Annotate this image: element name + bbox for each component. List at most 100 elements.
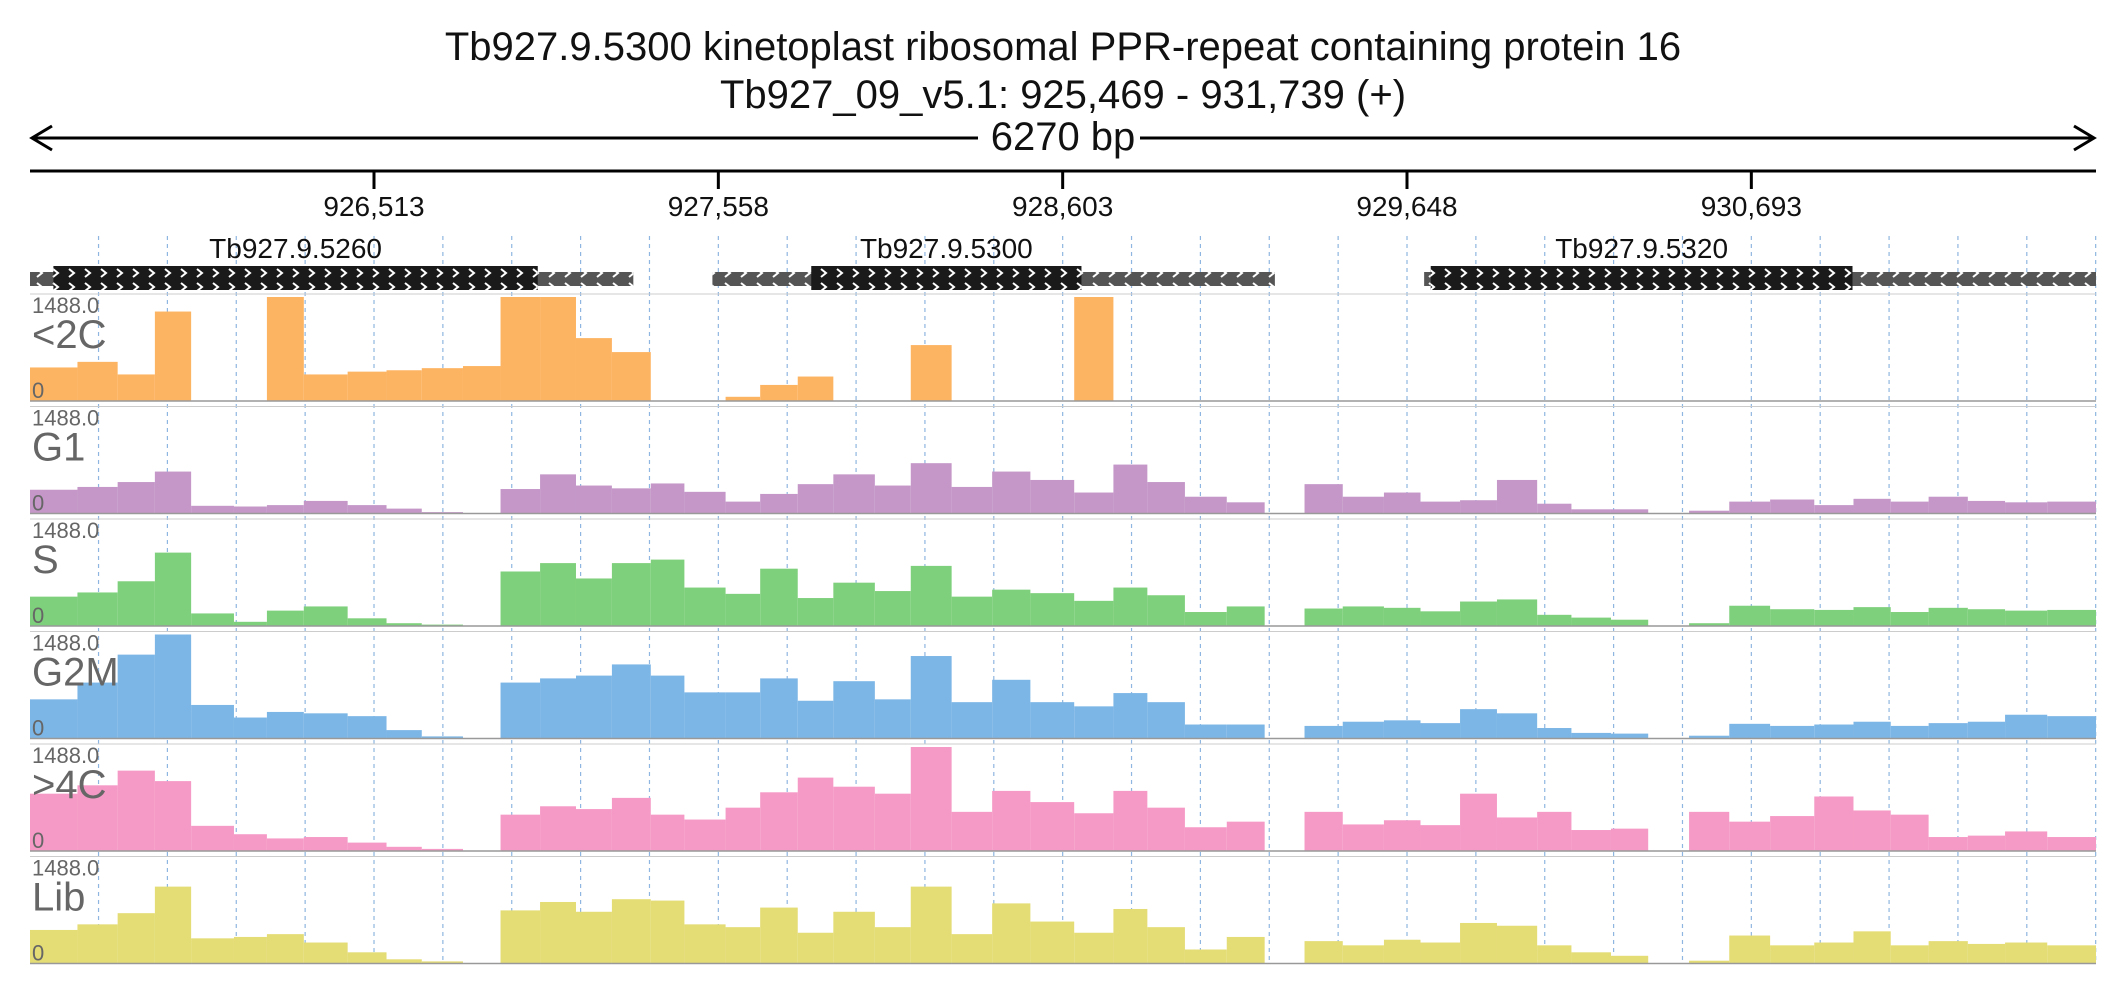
coverage-bar — [1814, 724, 1854, 739]
coverage-bar — [1226, 724, 1265, 739]
coverage-bar — [1967, 721, 2006, 739]
coverage-bar — [760, 792, 798, 851]
coverage-bar — [1571, 509, 1611, 514]
coverage-bar — [1814, 609, 1854, 626]
coverage-bar — [760, 568, 798, 626]
cds-strand-arrows — [811, 266, 1082, 290]
coverage-bar — [1890, 945, 1929, 964]
span-length-label: 6270 bp — [991, 115, 1136, 159]
coverage-bar — [575, 338, 612, 401]
coverage-bar — [1030, 802, 1075, 851]
coverage-bar — [1571, 732, 1611, 739]
coverage-bar — [2005, 502, 2048, 514]
coverage-bar — [540, 901, 576, 964]
coverage-bar — [1342, 496, 1384, 514]
coverage-bar — [1420, 942, 1461, 964]
coverage-bar — [833, 786, 875, 851]
coverage-bar — [650, 483, 685, 514]
coverage-bar — [1460, 922, 1497, 964]
track-name-label: G2M — [32, 651, 119, 695]
coverage-bar — [575, 675, 612, 739]
coverage-bar — [1729, 723, 1771, 739]
coverage-bar — [233, 834, 267, 851]
coverage-bar — [1113, 908, 1148, 964]
coverage-bar — [725, 396, 761, 401]
coverage-bar — [1460, 793, 1497, 851]
coverage-bar — [611, 899, 651, 964]
coverage-bar — [1770, 499, 1815, 514]
track-max-label: 1488.0 — [32, 406, 99, 431]
coverage-bar — [1147, 482, 1185, 514]
coverage-bar — [874, 927, 911, 964]
coverage-bar — [1689, 960, 1730, 964]
coverage-bar — [1226, 821, 1265, 851]
coverage-bar — [951, 811, 993, 851]
gene-label: Tb927.9.5320 — [1555, 233, 1728, 264]
coverage-bar — [1074, 813, 1114, 851]
coverage-bar — [303, 942, 348, 964]
coverage-bar — [1226, 606, 1265, 626]
track-min-label: 0 — [32, 828, 44, 853]
coverage-bar — [266, 711, 304, 739]
coverage-bar — [910, 463, 952, 514]
x-tick-label: 927,558 — [668, 191, 769, 222]
coverage-bar — [650, 675, 685, 739]
coverage-bar — [2005, 942, 2048, 964]
coverage-bar — [1729, 935, 1771, 964]
coverage-bar — [500, 571, 541, 626]
coverage-bar — [874, 793, 911, 851]
coverage-bar — [30, 699, 78, 739]
track-max-label: 1488.0 — [32, 631, 99, 656]
coverage-bar — [117, 654, 155, 739]
coverage-bar — [1113, 587, 1148, 626]
chart-subtitle: Tb927_09_v5.1: 925,469 - 931,739 (+) — [720, 73, 1406, 117]
coverage-bar — [303, 713, 348, 739]
coverage-bar — [910, 747, 952, 851]
coverage-bar — [117, 374, 155, 401]
coverage-bar — [874, 485, 911, 514]
coverage-bar — [684, 692, 726, 739]
coverage-bar — [1113, 790, 1148, 851]
coverage-bar — [951, 702, 993, 739]
coverage-bar — [266, 934, 304, 964]
coverage-bar — [650, 814, 685, 851]
coverage-bar — [1460, 709, 1497, 739]
coverage-bar — [386, 846, 422, 851]
coverage-bar — [191, 704, 234, 739]
coverage-bar — [1689, 623, 1730, 626]
coverage-bar — [684, 491, 726, 514]
coverage-bar — [1184, 949, 1227, 964]
coverage-bar — [1074, 706, 1114, 739]
coverage-bar — [30, 596, 78, 626]
coverage-bar — [1890, 612, 1929, 626]
coverage-bar — [1770, 816, 1815, 851]
coverage-bar — [540, 678, 576, 739]
coverage-bar — [2047, 501, 2096, 514]
coverage-bar — [1383, 607, 1421, 626]
coverage-bar — [1770, 945, 1815, 964]
coverage-bar — [992, 471, 1031, 514]
coverage-bar — [1496, 599, 1538, 626]
coverage-bar — [797, 484, 834, 514]
cds-strand-arrows — [53, 266, 538, 290]
coverage-bar — [1770, 609, 1815, 626]
track-5: 1488.0 0 Lib — [30, 856, 2096, 966]
coverage-bar — [303, 374, 348, 401]
coverage-bar — [266, 838, 304, 851]
span-arrow-left-icon — [29, 124, 53, 152]
coverage-bar — [760, 384, 798, 401]
coverage-bar — [1074, 297, 1114, 401]
coverage-bar — [910, 886, 952, 964]
coverage-bar — [910, 656, 952, 739]
coverage-bar — [1304, 484, 1343, 514]
coverage-bar — [1610, 619, 1649, 626]
coverage-bar — [650, 900, 685, 964]
coverage-bar — [1226, 502, 1265, 514]
coverage-bar — [154, 781, 192, 851]
coverage-bar — [1030, 921, 1075, 964]
coverage-bar — [833, 911, 875, 964]
gene-label: Tb927.9.5260 — [209, 233, 382, 264]
gene-label: Tb927.9.5300 — [860, 233, 1033, 264]
coverage-bar — [1460, 601, 1497, 626]
coverage-bar — [154, 311, 192, 401]
